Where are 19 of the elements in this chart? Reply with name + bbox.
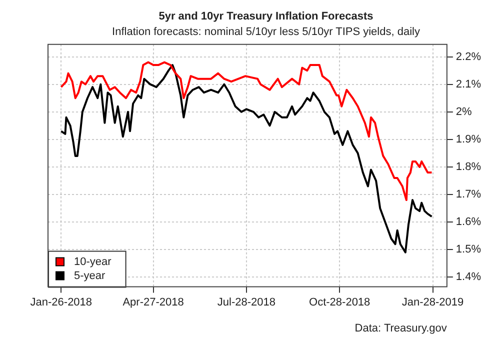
x-tick-label: Apr-27-2018	[122, 296, 184, 308]
y-tick-label: 2%	[456, 106, 472, 118]
x-tick-label: Jan-28-2019	[402, 296, 464, 308]
y-tick-label: 1.6%	[456, 216, 482, 228]
y-tick-label: 1.9%	[456, 133, 482, 146]
chart-title: 5yr and 10yr Treasury Inflation Forecasts	[158, 10, 374, 23]
x-tick-label: Oct-28-2018	[309, 296, 370, 308]
legend-label: 10-year	[74, 256, 112, 268]
x-tick-label: Jan-26-2018	[30, 296, 92, 308]
chart-subtitle: Inflation forecasts: nominal 5/10yr less 5/10yr TIPS yields, daily	[112, 26, 420, 38]
x-tick-label: Jul-28-2018	[217, 296, 276, 308]
y-tick-label: 2.2%	[456, 50, 482, 63]
y-tick-label: 1.5%	[456, 244, 482, 256]
legend-label: 5-year	[74, 270, 106, 282]
y-tick-label: 1.8%	[456, 161, 482, 174]
text: Data: Treasury.gov	[354, 322, 448, 335]
y-tick-label: 1.7%	[456, 188, 482, 201]
y-tick-label: 1.4%	[456, 271, 482, 284]
y-tick-label: 2.1%	[456, 78, 482, 90]
